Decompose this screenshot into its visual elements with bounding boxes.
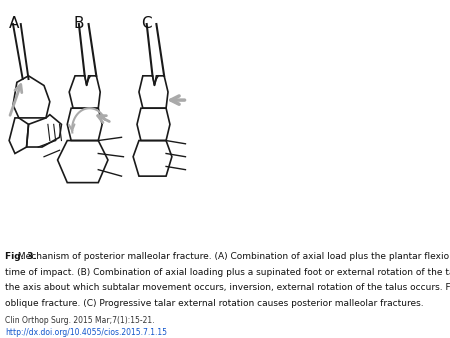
Text: oblique fracture. (C) Progressive talar external rotation causes posterior malle: oblique fracture. (C) Progressive talar …	[5, 299, 424, 308]
Text: the axis about which subtalar movement occurs, inversion, external rotation of t: the axis about which subtalar movement o…	[5, 283, 450, 292]
Text: Mechanism of posterior malleolar fracture. (A) Combination of axial load plus th: Mechanism of posterior malleolar fractur…	[14, 252, 450, 261]
Text: http://dx.doi.org/10.4055/cios.2015.7.1.15: http://dx.doi.org/10.4055/cios.2015.7.1.…	[5, 328, 167, 337]
Text: B: B	[73, 16, 84, 31]
Text: A: A	[9, 16, 19, 31]
Text: Clin Orthop Surg. 2015 Mar;7(1):15-21.: Clin Orthop Surg. 2015 Mar;7(1):15-21.	[5, 316, 155, 325]
Text: time of impact. (B) Combination of axial loading plus a supinated foot or extern: time of impact. (B) Combination of axial…	[5, 268, 450, 277]
Text: C: C	[141, 16, 152, 31]
Text: Fig. 3.: Fig. 3.	[5, 252, 37, 261]
